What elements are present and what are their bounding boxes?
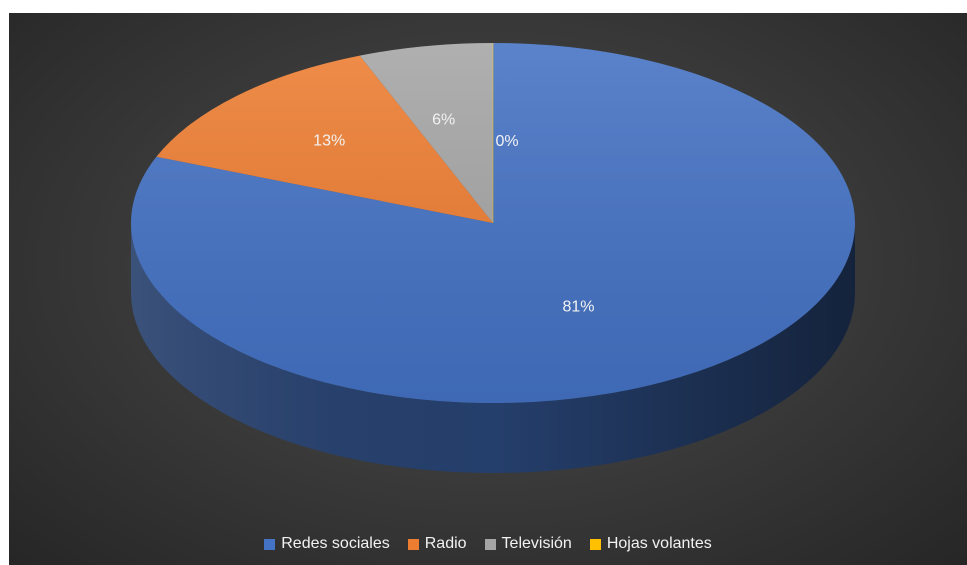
pie-side-shade-0 <box>131 223 855 473</box>
legend-label-1: Radio <box>424 535 467 552</box>
legend-item-2[interactable]: Televisión <box>484 535 572 553</box>
pie-sides <box>131 223 855 473</box>
pie-labels: 81% 13% 6% 0% <box>313 112 594 316</box>
legend-item-0[interactable]: Redes sociales <box>264 535 390 553</box>
legend-label-3: Hojas volantes <box>606 535 712 552</box>
legend-swatch-3 <box>589 538 601 550</box>
pie-top <box>131 43 856 404</box>
data-label-2: 6% <box>432 112 455 129</box>
pie-chart: 81% 13% 6% 0% <box>131 43 856 473</box>
legend-label-0: Redes sociales <box>281 535 390 552</box>
data-label-3: 0% <box>495 133 518 150</box>
data-label-0: 81% <box>562 299 594 316</box>
legend-swatch-2 <box>484 538 496 550</box>
legend: Redes sociales Radio Televisión Hojas volan… <box>9 535 967 553</box>
legend-swatch-1 <box>407 538 419 550</box>
legend-swatch-0 <box>264 538 276 550</box>
data-label-1: 13% <box>313 133 345 150</box>
chart-area: 81% 13% 6% 0% Redes sociales Radio Televisión… <box>9 13 967 565</box>
legend-label-2: Televisión <box>501 535 572 552</box>
legend-item-3[interactable]: Hojas volantes <box>589 535 712 553</box>
legend-item-1[interactable]: Radio <box>407 535 467 553</box>
